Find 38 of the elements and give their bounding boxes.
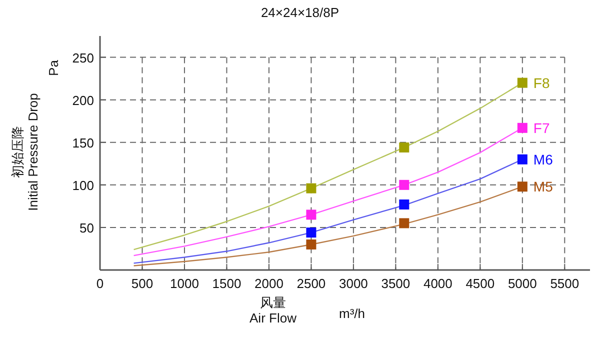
point [306,210,316,220]
y-tick-label: 200 [72,92,94,108]
x-tick-label: 3500 [381,276,410,291]
x-tick-label: 1000 [170,276,199,291]
point [399,199,410,210]
text: m³/h [339,306,365,321]
y-axis-title: 初始压降 Initial Pressure Drop [10,93,41,211]
x-tick-label: 2000 [254,276,284,291]
point [517,182,528,192]
series-label: F8 [533,74,550,91]
x-tick-label: 4500 [466,276,495,291]
point [517,122,528,133]
x-tick-label: 500 [131,276,154,291]
x-tick-label: 2500 [296,276,326,291]
point [399,142,410,152]
point [399,180,410,190]
point [399,218,410,228]
x-tick-label: 0 [96,276,104,291]
x-tick-label: 5000 [508,276,537,291]
y-tick-label: 100 [72,178,94,193]
x-tick-label: 1500 [212,276,242,291]
point [306,239,316,250]
point [517,154,528,164]
series-label: M5 [533,178,554,195]
y-tick-label: 250 [72,50,94,66]
text: Pa [46,59,61,76]
point [517,78,528,88]
point [306,228,316,238]
y-tick-label: 50 [80,220,94,236]
y-tick-label: 150 [72,135,94,150]
series-label: M6 [533,151,554,168]
chart-title: 24×24×18/8P [260,5,340,20]
x-tick-label: 4000 [423,276,452,291]
x-tick-label: 5500 [550,276,580,291]
x-axis-title: 风量 Air Flow [250,295,298,326]
point [306,183,316,194]
series-label: F7 [533,120,550,136]
x-tick-label: 3000 [338,276,368,291]
